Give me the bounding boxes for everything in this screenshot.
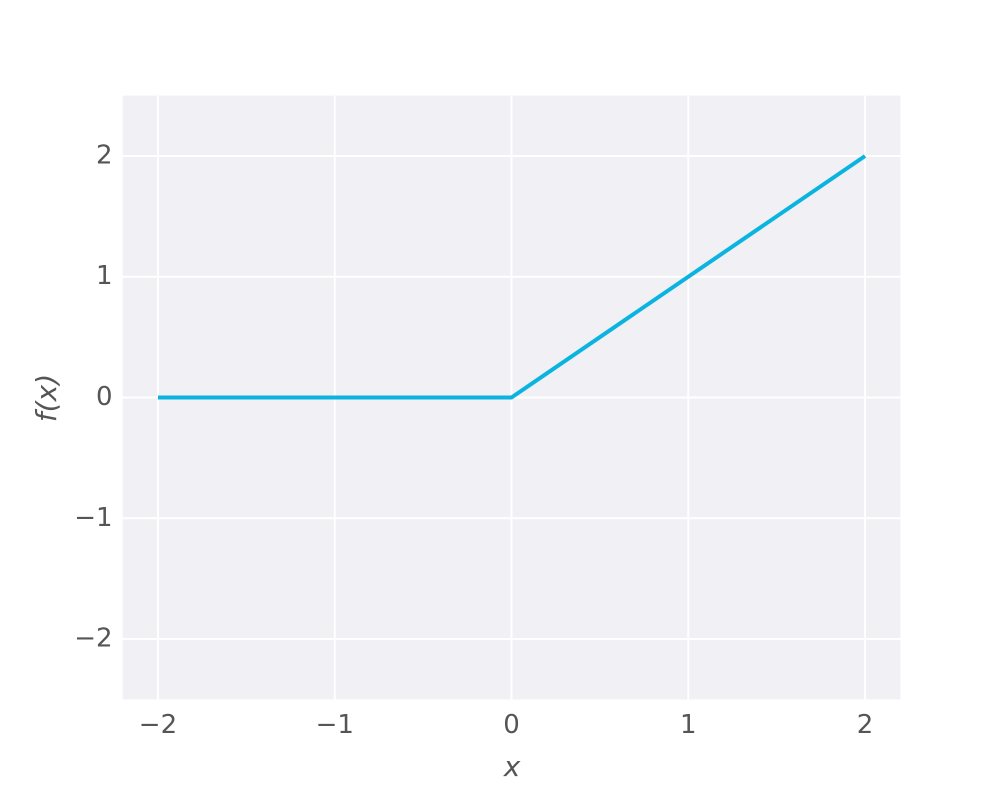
y-axis-title: f(x) xyxy=(30,374,63,422)
x-tick-label: −2 xyxy=(139,710,177,740)
y-tick-label: −1 xyxy=(74,503,112,533)
x-tick-label: 1 xyxy=(680,710,697,740)
y-tick-label: 1 xyxy=(96,261,113,291)
y-tick-label: 2 xyxy=(96,140,113,170)
x-tick-label: 0 xyxy=(503,710,520,740)
x-tick-label: −1 xyxy=(316,710,354,740)
y-tick-label: −2 xyxy=(74,624,112,654)
x-tick-label: 2 xyxy=(857,710,874,740)
x-axis-title: x xyxy=(503,750,521,783)
y-tick-label: 0 xyxy=(96,382,113,412)
line xyxy=(157,154,867,400)
